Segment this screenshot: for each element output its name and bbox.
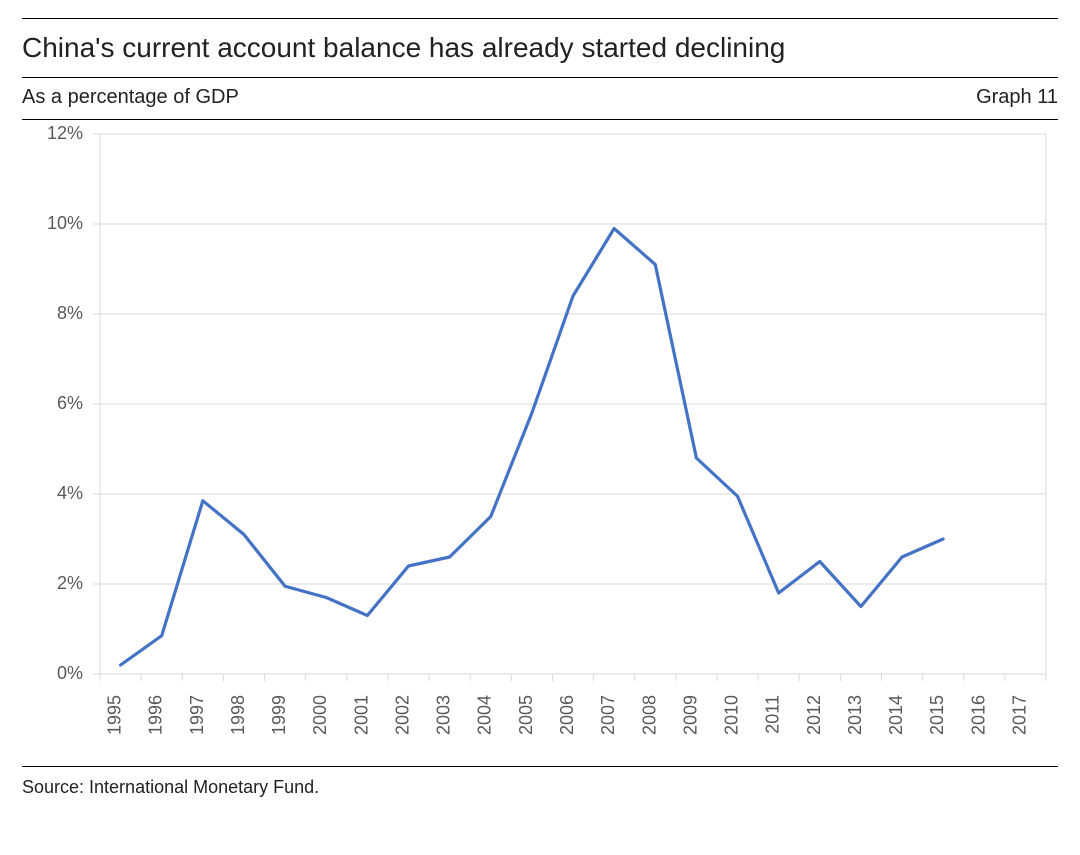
x-tick-label: 2005: [516, 695, 536, 735]
y-tick-label: 6%: [57, 392, 83, 412]
chart-subtitle: As a percentage of GDP: [22, 86, 239, 109]
series-current-account-balance: [121, 228, 944, 665]
x-tick-label: 2009: [680, 695, 700, 735]
y-tick-label: 12%: [47, 124, 83, 143]
x-tick-label: 1998: [228, 695, 248, 735]
y-tick-label: 4%: [57, 482, 83, 502]
source-row: Source: International Monetary Fund.: [22, 767, 1058, 804]
x-tick-label: 1997: [187, 695, 207, 735]
x-tick-label: 2000: [310, 695, 330, 735]
x-tick-label: 2017: [1009, 695, 1029, 735]
line-chart: 0% 2% 4% 6% 8% 10% 12% 1995 1996 1997 1998 1999 2000…: [22, 124, 1058, 764]
source-label: Source: International Monetary Fund.: [22, 777, 1058, 798]
x-tick-label: 1999: [269, 695, 289, 735]
x-tick-label: 2003: [434, 695, 454, 735]
y-tick-label: 8%: [57, 302, 83, 322]
figure-container: China's current account balance has alre…: [0, 0, 1080, 822]
x-tick-label: 2007: [598, 695, 618, 735]
x-tick-label: 2016: [968, 695, 988, 735]
x-tick-label: 2015: [927, 695, 947, 735]
chart-title: China's current account balance has alre…: [22, 31, 1058, 65]
x-tick-label: 2012: [804, 695, 824, 735]
chart-area: 0% 2% 4% 6% 8% 10% 12% 1995 1996 1997 1998 1999 2000…: [22, 120, 1058, 766]
x-tick-label: 1996: [146, 695, 166, 735]
x-tick-label: 2008: [639, 695, 659, 735]
subtitle-row: As a percentage of GDP Graph 11: [22, 78, 1058, 119]
x-tick-label: 2006: [557, 695, 577, 735]
x-tick-label: 2014: [886, 695, 906, 735]
y-tick-label: 10%: [47, 212, 83, 232]
x-tick-label: 2004: [475, 695, 495, 735]
y-tick-label: 2%: [57, 572, 83, 592]
x-tick-label: 2010: [722, 695, 742, 735]
x-tick-label: 1995: [105, 695, 125, 735]
x-tick-label: 2001: [351, 695, 371, 735]
x-tick-label: 2011: [763, 695, 783, 734]
graph-number: Graph 11: [976, 86, 1058, 109]
x-tick-label: 2013: [845, 695, 865, 735]
y-tick-label: 0%: [57, 662, 83, 682]
x-tick-label: 2002: [392, 695, 412, 735]
title-row: China's current account balance has alre…: [22, 19, 1058, 77]
